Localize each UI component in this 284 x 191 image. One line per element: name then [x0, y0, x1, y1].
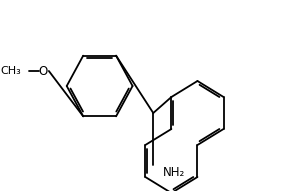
- Text: NH₂: NH₂: [163, 167, 185, 180]
- Text: CH₃: CH₃: [1, 66, 22, 76]
- Text: O: O: [39, 65, 48, 78]
